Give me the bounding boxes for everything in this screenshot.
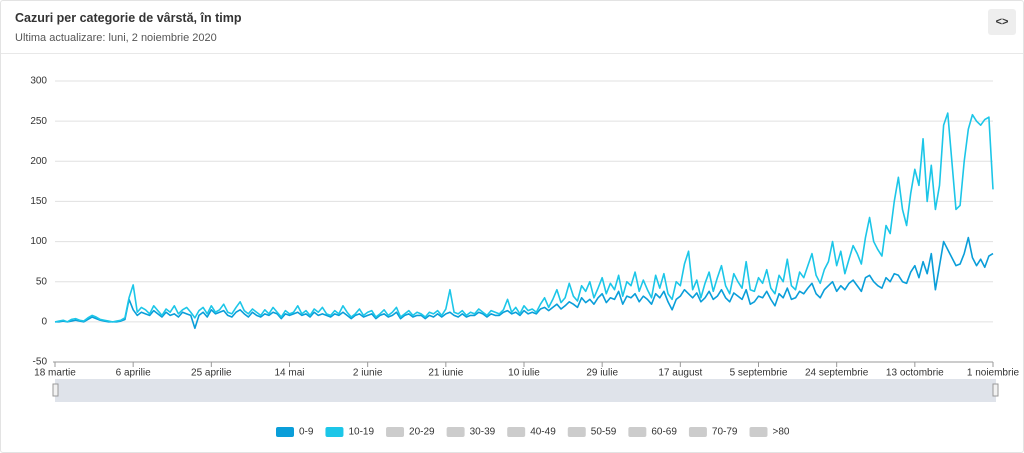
x-tick-label: 5 septembrie [730,368,788,379]
x-tick-label: 14 mai [274,368,304,379]
legend-swatch [567,427,586,437]
card-header: Cazuri per categorie de vârstă, în timp … [1,1,1023,54]
legend-item[interactable]: 0-9 [276,427,314,438]
legend-label: 10-19 [348,427,374,438]
x-tick-label: 21 iunie [428,368,463,379]
y-tick-label: 0 [41,316,47,327]
chart-title: Cazuri per categorie de vârstă, în timp [15,11,242,25]
y-tick-label: 50 [36,276,48,287]
navigator[interactable] [55,379,996,402]
x-tick-label: 17 august [658,368,702,379]
legend-item[interactable]: 70-79 [688,427,738,438]
legend-swatch [749,427,768,437]
series-line [54,112,994,323]
legend-label: 0-9 [299,427,314,438]
legend-item[interactable]: 20-29 [386,427,435,438]
y-tick-label: 200 [30,156,47,167]
x-tick-label: 2 iunie [353,368,383,379]
y-tick-label: -50 [33,357,48,368]
legend-label: 60-69 [651,427,677,438]
x-tick-label: 10 iulie [508,368,540,379]
legend-label: >80 [773,427,790,438]
legend-swatch [628,427,647,437]
legend-item[interactable]: 60-69 [628,427,677,438]
legend-label: 70-79 [712,427,738,438]
legend-swatch [276,427,294,437]
x-tick-label: 25 aprilie [191,368,232,379]
legend-swatch [386,427,405,437]
y-tick-label: 250 [30,116,47,127]
x-tick-label: 18 martie [34,368,76,379]
navigator-handle[interactable] [992,383,999,397]
legend-item[interactable]: 30-39 [446,427,496,438]
legend-item[interactable]: >80 [749,427,790,438]
legend-label: 50-59 [591,427,617,438]
navigator-handle[interactable] [52,383,59,397]
y-tick-label: 150 [30,196,47,207]
legend-label: 40-49 [530,427,556,438]
legend-label: 30-39 [470,427,496,438]
y-tick-label: 100 [30,236,47,247]
x-tick-label: 13 octombrie [886,368,944,379]
legend-item[interactable]: 50-59 [567,427,617,438]
legend-item[interactable]: 10-19 [325,427,374,438]
embed-button[interactable]: <> [988,9,1016,35]
x-tick-label: 24 septembrie [805,368,869,379]
legend-swatch [688,427,707,437]
legend-item[interactable]: 40-49 [507,427,556,438]
x-tick-label: 6 aprilie [116,368,151,379]
y-tick-label: 300 [30,76,47,87]
x-tick-label: 29 iulie [586,368,618,379]
legend-label: 20-29 [409,427,435,438]
legend-swatch [325,427,344,437]
x-tick-label: 1 noiembrie [967,368,1020,379]
chart-subtitle: Ultima actualizare: luni, 2 noiembrie 20… [15,32,217,44]
series-line [55,236,994,330]
legend-swatch [446,427,465,437]
legend-swatch [507,427,526,437]
